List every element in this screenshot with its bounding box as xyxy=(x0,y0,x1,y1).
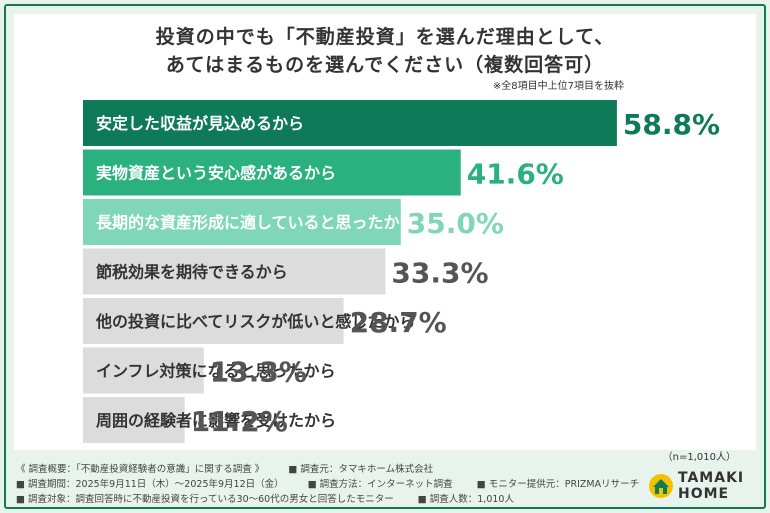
bar-2 xyxy=(83,149,461,196)
sample-size-label: （n=1,010人） xyxy=(662,452,736,463)
value-label-4: 33.3% xyxy=(391,257,488,290)
bar-5 xyxy=(83,298,344,344)
footer-organizer: ■ 調査元：タマキホーム株式会社 xyxy=(288,464,434,475)
value-label-1: 58.8% xyxy=(623,108,720,141)
bar-chart: 安定した収益が見込めるから 58.8% 実物資産という安心感があるから 41.6% 長期… xyxy=(83,100,720,443)
chart-title-line2: あてはまるものを選んでください（複数回答可） xyxy=(165,54,605,76)
value-label-3: 35.0% xyxy=(407,207,504,240)
logo-text-home: HOME xyxy=(678,486,730,502)
bar-label-5: 他の投資に比べてリスクが低いと感じたから xyxy=(95,312,415,331)
bar-label-1: 安定した収益が見込めるから xyxy=(96,114,304,133)
bar-label-4: 節税効果を期待できるから xyxy=(95,263,288,282)
footer-period: ■ 調査期間：2025年9月11日（木）～2025年9月12日（金） xyxy=(16,479,284,490)
footer-method: ■ 調査方法：インターネット調査 xyxy=(307,479,453,490)
bar-label-3: 長期的な資産形成に適していると思ったから xyxy=(96,213,416,232)
tamaki-home-logo: TAMAKI HOME xyxy=(648,470,760,504)
bar-4 xyxy=(83,248,386,295)
outer-frame xyxy=(4,4,766,509)
value-label-2: 41.6% xyxy=(467,158,564,191)
footer-monitor: ■ モニター提供元：PRIZMAリサーチ xyxy=(476,479,640,490)
bar-3 xyxy=(83,199,401,245)
footer-count: ■ 調査人数：1,010人 xyxy=(417,494,514,505)
bar-7 xyxy=(83,397,185,443)
footer-overview: 《 調査概要：「不動産投資経験者の意識」に関する調査 》 xyxy=(16,464,265,475)
value-label-6: 13.3% xyxy=(210,356,307,389)
bar-1 xyxy=(83,100,617,146)
bar-6 xyxy=(83,347,204,394)
value-label-7: 11.2% xyxy=(191,405,288,438)
footer-target: ■ 調査対象：調査回答時に不動産投資を行っている30〜60代の男女と回答したモニ… xyxy=(16,494,394,505)
bar-label-2: 実物資産という安心感があるから xyxy=(96,164,336,183)
logo-text-tamaki: TAMAKI xyxy=(678,470,745,486)
bar-label-7: 周囲の経験者に影響を受けたから xyxy=(96,411,336,430)
house-icon xyxy=(649,474,673,498)
chart-title-line1: 投資の中でも「不動産投資」を選んだ理由として、 xyxy=(155,26,615,48)
bar-label-6: インフレ対策になると思ったから xyxy=(96,362,336,381)
value-label-5: 28.7% xyxy=(350,306,447,339)
survey-footer: 《 調査概要：「不動産投資経験者の意識」に関する調査 》 ■ 調査元：タマキホー… xyxy=(16,462,640,507)
chart-note: ※全8項目中上位7項目を抜粋 xyxy=(492,81,624,92)
